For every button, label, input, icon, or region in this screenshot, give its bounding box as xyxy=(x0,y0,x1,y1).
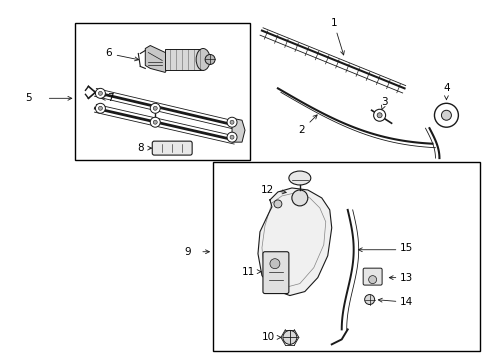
Circle shape xyxy=(441,110,450,120)
Text: 13: 13 xyxy=(399,273,412,283)
Text: 7: 7 xyxy=(101,93,114,103)
Circle shape xyxy=(98,106,102,110)
Circle shape xyxy=(283,330,296,345)
Circle shape xyxy=(376,113,381,118)
Circle shape xyxy=(229,135,234,139)
Text: 3: 3 xyxy=(381,97,387,110)
Text: 10: 10 xyxy=(261,332,281,342)
Polygon shape xyxy=(145,45,170,72)
Circle shape xyxy=(229,120,234,124)
Text: 8: 8 xyxy=(137,143,151,153)
Circle shape xyxy=(98,91,102,95)
Circle shape xyxy=(204,54,215,64)
Ellipse shape xyxy=(196,49,210,71)
Circle shape xyxy=(226,132,237,142)
Bar xyxy=(75,23,249,160)
FancyBboxPatch shape xyxy=(363,268,381,285)
Text: 15: 15 xyxy=(399,243,412,253)
Text: 11: 11 xyxy=(241,267,261,276)
FancyBboxPatch shape xyxy=(152,141,192,155)
Circle shape xyxy=(291,190,307,206)
Polygon shape xyxy=(258,188,331,296)
Ellipse shape xyxy=(288,171,310,185)
Circle shape xyxy=(153,106,157,110)
Text: 4: 4 xyxy=(442,84,449,100)
Text: 14: 14 xyxy=(399,297,412,306)
Circle shape xyxy=(364,294,374,305)
FancyBboxPatch shape xyxy=(263,252,288,293)
Circle shape xyxy=(95,103,105,113)
Circle shape xyxy=(150,103,160,113)
Circle shape xyxy=(273,200,281,208)
Circle shape xyxy=(150,117,160,127)
Text: 12: 12 xyxy=(261,185,285,195)
Text: 9: 9 xyxy=(184,247,191,257)
Circle shape xyxy=(373,109,385,121)
Circle shape xyxy=(368,276,376,284)
Text: 5: 5 xyxy=(25,93,32,103)
Circle shape xyxy=(95,88,105,98)
Bar xyxy=(213,162,479,351)
Circle shape xyxy=(153,120,157,124)
Text: 6: 6 xyxy=(105,49,139,61)
Circle shape xyxy=(269,259,279,269)
Circle shape xyxy=(226,117,237,127)
Circle shape xyxy=(433,103,457,127)
Text: 2: 2 xyxy=(298,115,317,135)
Text: 1: 1 xyxy=(330,18,344,55)
Polygon shape xyxy=(232,118,244,142)
Bar xyxy=(165,49,203,71)
